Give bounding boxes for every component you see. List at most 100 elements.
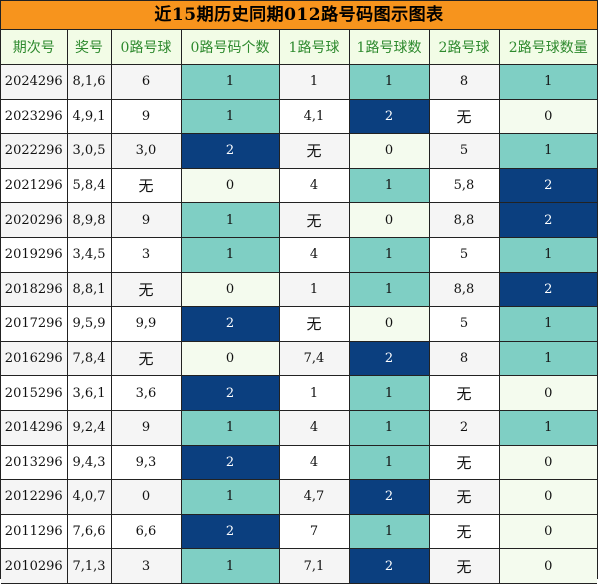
route1-count-cell: 1 [348,64,430,100]
route0-balls-cell: 9,9 [110,306,182,342]
draw-cell: 8,8,1 [66,271,112,308]
route2-balls-cell: 5 [428,306,500,342]
route1-balls-cell: 1 [278,64,350,100]
route1-balls-cell: 无 [278,133,350,169]
route2-balls-cell: 无 [428,548,500,584]
draw-cell: 9,2,4 [66,409,112,446]
period-cell: 2023296 [1,98,68,135]
route0-count-cell: 1 [180,98,280,135]
period-cell: 2018296 [1,271,68,308]
table-row: 2015296 3,6,1 3,6 2 1 1 无 0 [1,375,597,411]
period-cell: 2013296 [1,444,68,481]
route2-count-cell: 1 [498,64,597,100]
route0-balls-cell: 6 [110,64,182,100]
route1-balls-cell: 7,4 [278,340,350,377]
route0-count-cell: 1 [180,548,280,584]
period-cell: 2020296 [1,202,68,238]
header-route0-balls: 0路号球 [110,30,182,65]
route0-count-cell: 2 [180,375,280,411]
draw-cell: 7,8,4 [66,340,112,377]
route1-count-cell: 1 [348,409,430,446]
header-row: 期次号 奖号 0路号球 0路号码个数 1路号球 1路号球数 2路号球 2路号球数… [1,30,597,65]
route1-balls-cell: 4 [278,409,350,446]
route0-count-cell: 1 [180,236,280,273]
header-route1-count: 1路号球数 [348,30,430,65]
route0-count-cell: 2 [180,444,280,481]
route0-count-cell: 2 [180,513,280,550]
route0-balls-cell: 无 [110,271,182,308]
route0-balls-cell: 3,0 [110,133,182,169]
route1-balls-cell: 4,1 [278,98,350,135]
period-cell: 2011296 [1,513,68,550]
route2-count-cell: 2 [498,167,597,204]
draw-cell: 4,9,1 [66,98,112,135]
route0-balls-cell: 9,3 [110,444,182,481]
table-row: 2014296 9,2,4 9 1 4 1 2 1 [1,409,597,446]
route0-balls-cell: 3,6 [110,375,182,411]
route0-count-cell: 0 [180,340,280,377]
route1-balls-cell: 4,7 [278,479,350,515]
route1-count-cell: 1 [348,444,430,481]
period-cell: 2012296 [1,479,68,515]
period-cell: 2016296 [1,340,68,377]
route0-count-cell: 0 [180,167,280,204]
draw-cell: 8,1,6 [66,64,112,100]
route1-count-cell: 2 [348,479,430,515]
route2-balls-cell: 8,8 [428,202,500,238]
route0-count-cell: 1 [180,64,280,100]
header-draw: 奖号 [66,30,112,65]
route1-count-cell: 1 [348,375,430,411]
draw-cell: 8,9,8 [66,202,112,238]
table-row: 2016296 7,8,4 无 0 7,4 2 8 1 [1,340,597,377]
route1-count-cell: 0 [348,306,430,342]
route1-balls-cell: 1 [278,271,350,308]
period-cell: 2022296 [1,133,68,169]
route2-balls-cell: 无 [428,98,500,135]
route1-count-cell: 2 [348,340,430,377]
table-row: 2021296 5,8,4 无 0 4 1 5,8 2 [1,167,597,204]
route1-balls-cell: 7 [278,513,350,550]
route1-count-cell: 1 [348,271,430,308]
route0-count-cell: 1 [180,409,280,446]
route0-balls-cell: 0 [110,479,182,515]
route2-balls-cell: 8,8 [428,271,500,308]
header-route2-count: 2路号球数量 [498,30,597,65]
draw-cell: 3,4,5 [66,236,112,273]
route1-count-cell: 0 [348,133,430,169]
route0-count-cell: 2 [180,306,280,342]
route0-count-cell: 2 [180,133,280,169]
period-cell: 2017296 [1,306,68,342]
header-period: 期次号 [1,30,68,65]
table-row: 2024296 8,1,6 6 1 1 1 8 1 [1,64,597,100]
period-cell: 2015296 [1,375,68,411]
route0-balls-cell: 9 [110,409,182,446]
draw-cell: 9,4,3 [66,444,112,481]
route0-balls-cell: 9 [110,202,182,238]
route0-balls-cell: 3 [110,236,182,273]
route2-count-cell: 0 [498,513,597,550]
route0-balls-cell: 无 [110,167,182,204]
header-route1-balls: 1路号球 [278,30,350,65]
route2-balls-cell: 8 [428,340,500,377]
page-title: 近15期历史同期012路号码图示图表 [1,1,597,30]
draw-cell: 7,6,6 [66,513,112,550]
route2-count-cell: 1 [498,340,597,377]
route1-count-cell: 1 [348,513,430,550]
period-cell: 2010296 [1,548,68,584]
draw-cell: 9,5,9 [66,306,112,342]
draw-cell: 4,0,7 [66,479,112,515]
table-row: 2012296 4,0,7 0 1 4,7 2 无 0 [1,479,597,515]
route2-count-cell: 1 [498,236,597,273]
route2-count-cell: 0 [498,479,597,515]
route1-balls-cell: 7,1 [278,548,350,584]
route1-balls-cell: 1 [278,375,350,411]
header-route0-count: 0路号码个数 [180,30,280,65]
header-route2-balls: 2路号球 [428,30,500,65]
period-cell: 2014296 [1,409,68,446]
route0-balls-cell: 9 [110,98,182,135]
route2-balls-cell: 无 [428,375,500,411]
table-row: 2019296 3,4,5 3 1 4 1 5 1 [1,236,597,273]
period-cell: 2024296 [1,64,68,100]
route2-balls-cell: 2 [428,409,500,446]
